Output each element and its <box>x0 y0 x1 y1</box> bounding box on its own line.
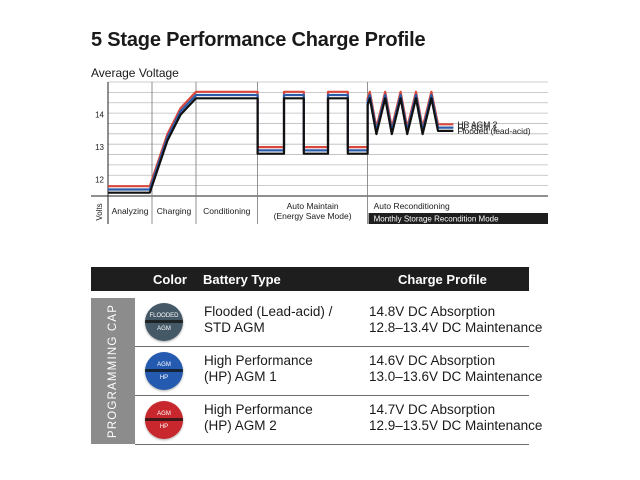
agm-hp-blue-cap-icon: AGM HP <box>145 352 183 390</box>
battery-type-line: High Performance <box>204 402 313 417</box>
recondition-mode-bar <box>368 213 548 224</box>
cap-top-label: AGM <box>157 362 171 368</box>
side-label-text: PROGRAMMING CAP <box>107 303 119 439</box>
profile-line: 14.7V DC Absorption <box>369 402 496 417</box>
series-label: Flooded (lead-acid) <box>457 126 530 136</box>
row-divider <box>135 395 529 396</box>
battery-type: High Performance (HP) AGM 1 <box>204 353 313 385</box>
chart-title: 5 Stage Performance Charge Profile <box>91 29 426 51</box>
profile-line: 12.8–13.4V DC Maintenance <box>369 320 543 335</box>
profile-line: 13.0–13.6V DC Maintenance <box>369 369 543 384</box>
battery-type-line: Flooded (Lead-acid) / <box>204 304 333 319</box>
table-row: AGM HP High Performance (HP) AGM 1 14.6V… <box>135 347 542 396</box>
charge-profile: 14.7V DC Absorption 12.9–13.5V DC Mainte… <box>369 402 542 434</box>
charge-profile: 14.6V DC Absorption 13.0–13.6V DC Mainte… <box>369 353 542 385</box>
y-tick-label: 14 <box>95 111 104 120</box>
row-divider <box>135 346 529 347</box>
y-tick-label: 12 <box>95 176 104 185</box>
cap-bottom-label: HP <box>159 424 169 430</box>
battery-type-line: (HP) AGM 1 <box>204 369 277 384</box>
y-unit-label: Volts <box>95 203 104 220</box>
header-charge-profile: Charge Profile <box>398 272 487 287</box>
series-label: HP AGM 2 <box>457 119 497 129</box>
header-battery-type: Battery Type <box>203 272 281 287</box>
stage-label: Analyzing <box>112 206 149 216</box>
battery-type-line: (HP) AGM 2 <box>204 418 277 433</box>
table-header: Color Battery Type Charge Profile <box>91 267 529 291</box>
charge-profile-chart: Average Voltage 12 13 14 Volts Analyzing Charg… <box>91 66 548 224</box>
battery-type-line: STD AGM <box>204 320 265 335</box>
stage-label: Auto Maintain <box>287 201 339 211</box>
stage-label: Charging <box>157 206 192 216</box>
cap-top-label: FLOODED <box>149 313 179 319</box>
table-row: AGM HP High Performance (HP) AGM 2 14.7V… <box>135 396 542 445</box>
series-label: HP AGM 1 <box>457 123 497 133</box>
y-tick-label: 13 <box>95 143 104 152</box>
header-color: Color <box>153 272 187 287</box>
profile-line: 14.8V DC Absorption <box>369 304 496 319</box>
y-axis-label: Average Voltage <box>91 66 179 80</box>
recondition-mode-label: Monthly Storage Recondition Mode <box>374 215 500 224</box>
battery-type-line: High Performance <box>204 353 313 368</box>
profile-line: 12.9–13.5V DC Maintenance <box>369 418 543 433</box>
battery-type: Flooded (Lead-acid) / STD AGM <box>204 304 332 336</box>
stage-sublabel: (Energy Save Mode) <box>274 211 352 221</box>
flooded-cap-icon: FLOODED AGM <box>145 303 183 341</box>
programming-cap-label: PROGRAMMING CAP <box>91 298 135 444</box>
stage-label: Conditioning <box>203 206 251 216</box>
cap-top-label: AGM <box>157 411 171 417</box>
series-line <box>108 97 454 194</box>
charge-profile: 14.8V DC Absorption 12.8–13.4V DC Mainte… <box>369 304 542 336</box>
profile-line: 14.6V DC Absorption <box>369 353 496 368</box>
table-row: FLOODED AGM Flooded (Lead-acid) / STD AG… <box>135 298 542 347</box>
agm-hp-red-cap-icon: AGM HP <box>145 401 183 439</box>
cap-bottom-label: AGM <box>157 326 171 332</box>
battery-type: High Performance (HP) AGM 2 <box>204 402 313 434</box>
stage-label: Auto Reconditioning <box>374 201 450 211</box>
row-divider <box>135 444 529 445</box>
cap-bottom-label: HP <box>159 375 169 381</box>
